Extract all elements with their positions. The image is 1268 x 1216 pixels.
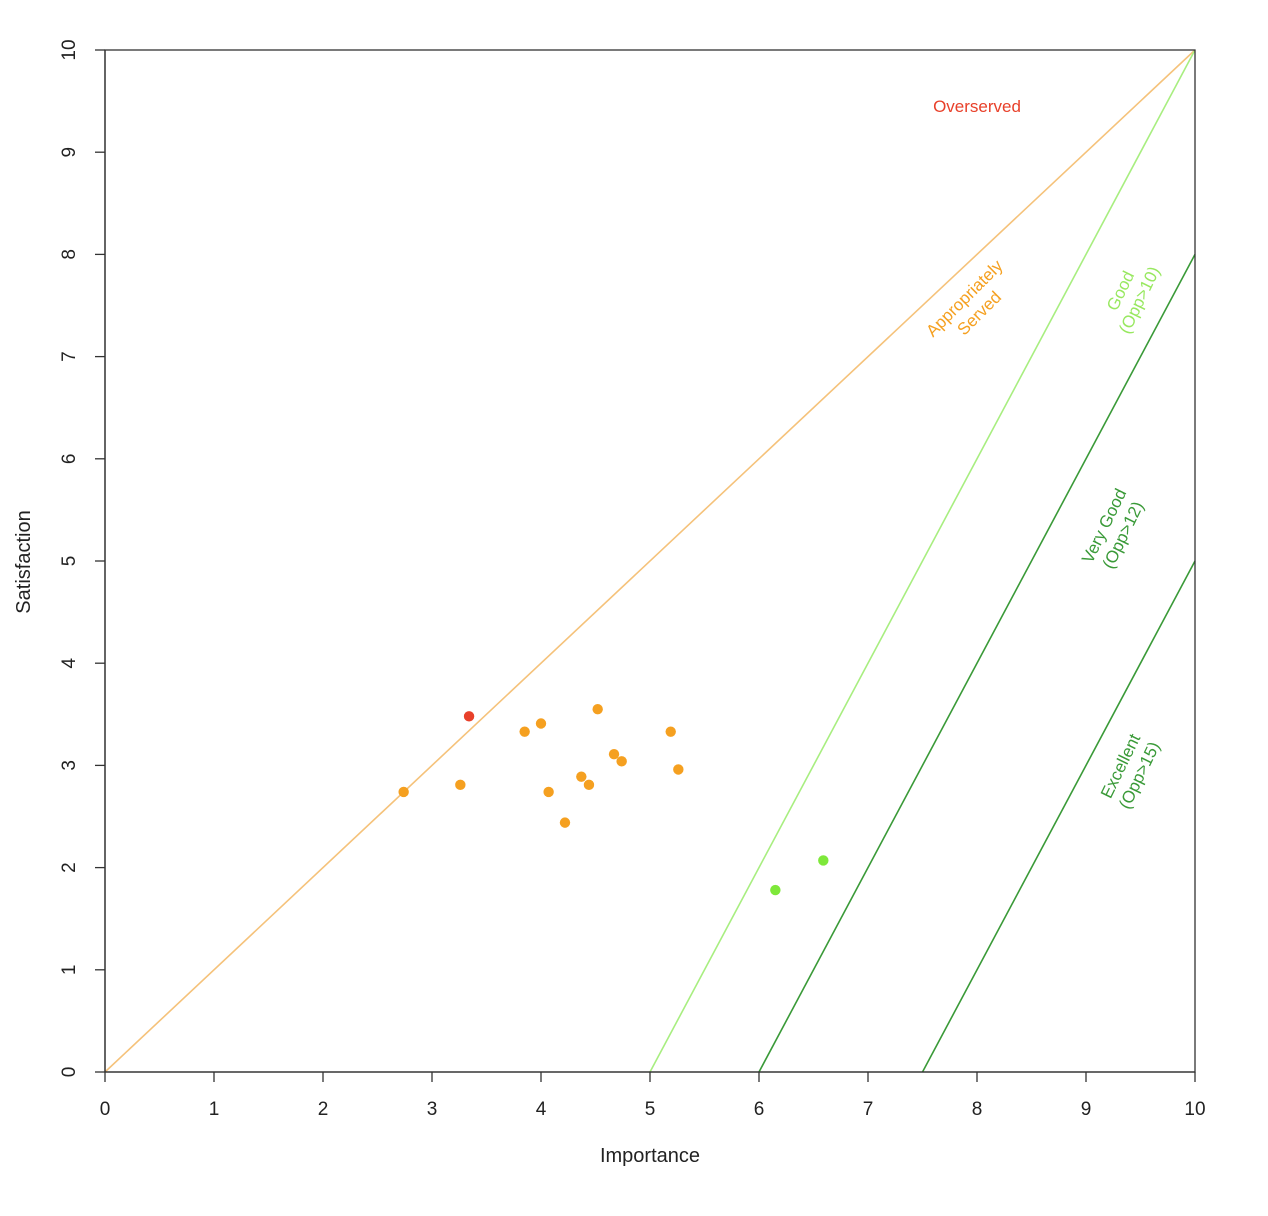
y-tick-label: 1 (59, 965, 80, 976)
data-point (818, 855, 829, 866)
y-tick-label: 10 (59, 39, 80, 60)
y-tick-label: 0 (59, 1067, 80, 1078)
data-point (770, 884, 781, 896)
reference-line-diagonal (104, 49, 1196, 1073)
x-axis-label: Importance (600, 1145, 700, 1167)
region-label-line: Overserved (933, 97, 1021, 116)
x-tick-label: 4 (536, 1099, 547, 1120)
x-tick-label: 0 (100, 1099, 111, 1120)
y-tick-label: 5 (59, 556, 80, 567)
reference-line-good (649, 49, 1196, 1073)
data-points (398, 703, 829, 896)
data-point (592, 703, 603, 715)
reference-line-very-good (758, 254, 1196, 1073)
x-tick-label: 3 (427, 1099, 438, 1120)
y-axis-label: Satisfaction (13, 510, 35, 613)
data-point (673, 764, 684, 775)
reference-line-excellent (921, 560, 1196, 1073)
data-point (576, 771, 587, 782)
reference-lines (104, 49, 1196, 1073)
data-point (583, 779, 595, 791)
x-tick-label: 7 (863, 1099, 874, 1120)
y-tick-label: 7 (59, 351, 80, 362)
x-tick-label: 2 (318, 1099, 329, 1120)
axes: 0 1 2 3 4 5 6 7 8 9 10 0 1 2 3 4 5 6 7 8 9 10 (59, 39, 1206, 1120)
y-tick-label: 4 (59, 657, 80, 668)
x-tick-label: 1 (209, 1099, 220, 1120)
data-point (519, 726, 530, 737)
data-point (559, 817, 571, 828)
region-label-overserved: Overserved (933, 97, 1021, 116)
data-point (665, 726, 676, 737)
x-tick-label: 8 (972, 1099, 983, 1120)
y-tick-label: 6 (59, 454, 80, 465)
x-tick-label: 5 (645, 1099, 656, 1120)
y-tick-label: 2 (59, 862, 80, 873)
x-tick-label: 6 (754, 1099, 765, 1120)
y-tick-label: 3 (59, 760, 80, 771)
x-tick-label: 10 (1184, 1099, 1205, 1120)
data-point (535, 718, 547, 729)
y-tick-label: 9 (59, 147, 80, 158)
data-point (616, 756, 627, 767)
y-tick-label: 8 (59, 249, 80, 260)
data-point (398, 786, 409, 798)
data-point (455, 779, 466, 791)
x-tick-label: 9 (1081, 1099, 1092, 1120)
data-point (463, 711, 475, 722)
data-point (608, 748, 620, 760)
data-point (543, 786, 554, 798)
